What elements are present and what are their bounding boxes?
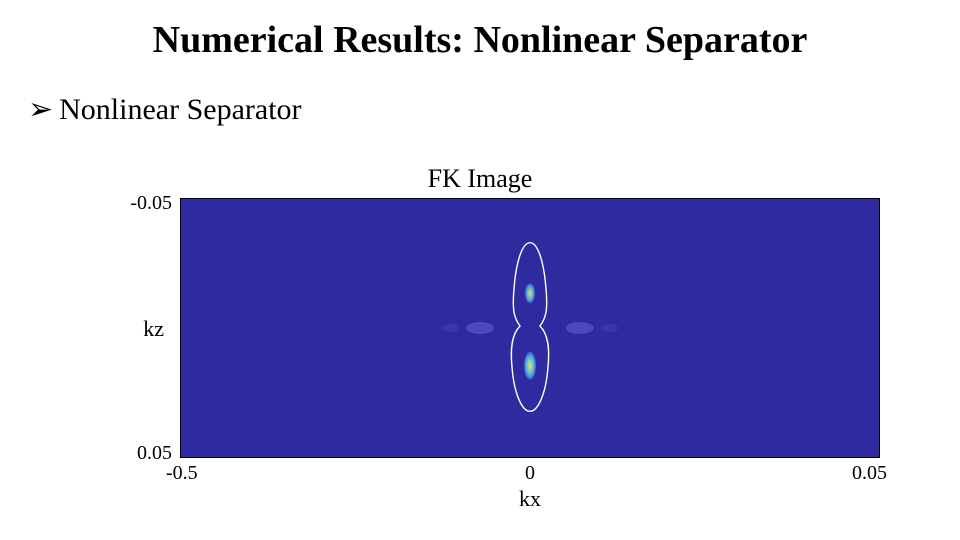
plot-area	[180, 198, 880, 458]
fk-image-svg	[181, 199, 879, 457]
slide: Numerical Results: Nonlinear Separator ➢…	[0, 0, 960, 540]
ytick-top: -0.05	[92, 192, 172, 215]
slide-title: Numerical Results: Nonlinear Separator	[0, 18, 960, 62]
xtick-right: 0.05	[852, 462, 912, 485]
figure-title: FK Image	[0, 164, 960, 194]
xtick-center: 0	[180, 462, 880, 485]
bullet-marker-icon: ➢	[28, 92, 53, 127]
fk-plot: -0.05 kz 0.05 -0.5 0 kx 0.05	[180, 198, 880, 458]
bullet-item: ➢Nonlinear Separator	[28, 92, 302, 127]
ytick-bottom: 0.05	[92, 442, 172, 465]
x-axis-label: kx	[180, 486, 880, 512]
bullet-text: Nonlinear Separator	[59, 93, 301, 126]
plot-background	[181, 199, 879, 457]
y-axis-label: kz	[104, 316, 164, 342]
